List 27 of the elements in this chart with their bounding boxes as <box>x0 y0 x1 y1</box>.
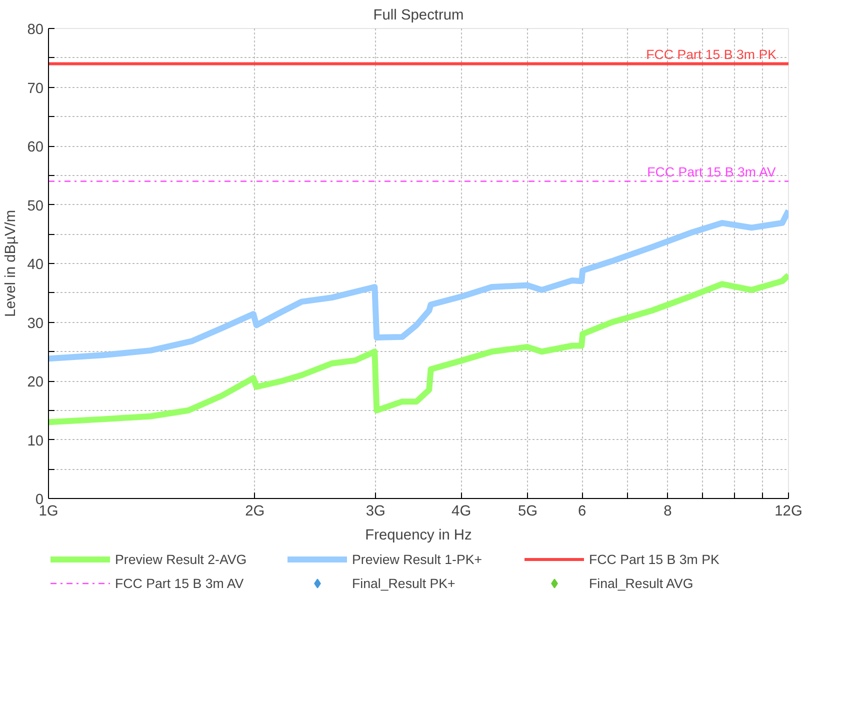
x-tick-label: 6 <box>578 504 586 520</box>
x-axis-title: Frequency in Hz <box>365 528 472 544</box>
chart-title: Full Spectrum <box>373 8 464 24</box>
ref-line-label: FCC Part 15 B 3m PK <box>646 46 777 62</box>
y-axis-title: Level in dBµV/m <box>3 210 20 318</box>
text: FCC Part 15 B 3m PK <box>589 552 720 566</box>
x-tick-label: 2G <box>245 504 265 520</box>
y-tick-label: 40 <box>27 257 44 273</box>
y-tick-label: 70 <box>27 80 44 97</box>
y-tick-label: 20 <box>27 374 44 390</box>
ref-line-label: FCC Part 15 B 3m AV <box>647 164 776 180</box>
y-tick-label: 50 <box>27 198 44 214</box>
legend-label: Preview Result 2-AVG <box>115 550 248 568</box>
x-tick-label: 5G <box>518 504 538 520</box>
legend-label: Final_Result AVG <box>589 574 694 593</box>
x-tick-label: 3G <box>366 504 386 520</box>
y-tick-label: 10 <box>27 433 44 450</box>
x-tick-label: 12G <box>774 504 802 520</box>
y-tick-label: 60 <box>27 140 44 156</box>
legend-label: Final_Result PK+ <box>352 574 456 593</box>
y-tick-label: 80 <box>27 22 44 38</box>
legend-label: Preview Result 1-PK+ <box>352 550 484 568</box>
x-tick-label: 8 <box>664 504 672 520</box>
y-tick-label: 30 <box>27 316 44 332</box>
x-tick-label: 4G <box>452 504 472 520</box>
x-tick-label: 1G <box>38 504 58 520</box>
text: FCC Part 15 B 3m AV <box>115 576 244 590</box>
